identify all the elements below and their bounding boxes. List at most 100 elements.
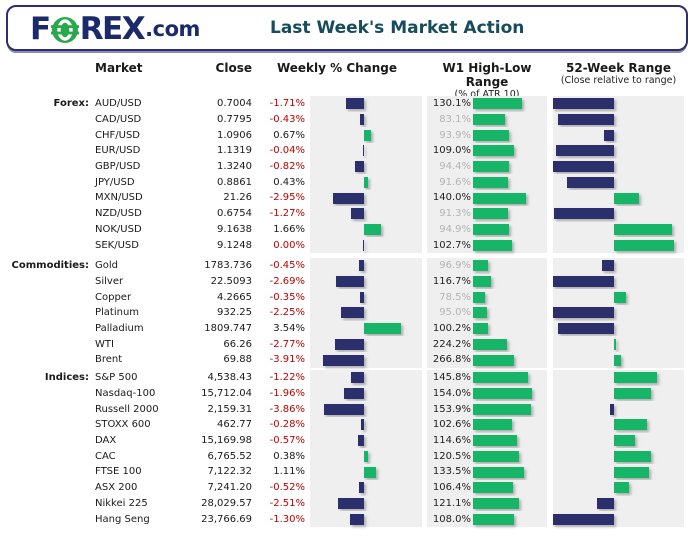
w1-range-value: 78.5%: [439, 291, 471, 303]
weekly-pct-value: -2.69%: [269, 276, 305, 288]
w1-range-panel: 94.4%: [427, 158, 547, 175]
w1-range-panel: 120.5%: [427, 448, 547, 465]
w1-range-panel: 95.0%: [427, 305, 547, 321]
weekly-change-bar: [364, 466, 376, 478]
w1-range-value: 114.6%: [432, 435, 471, 447]
close-value: 932.25: [217, 307, 252, 319]
close-value: 15,169.98: [201, 435, 252, 447]
market-name: NOK/USD: [95, 223, 142, 235]
weekly-change-bar: [335, 338, 364, 350]
w1-range-value: 102.7%: [432, 239, 471, 251]
w1-range-value: 120.5%: [432, 450, 471, 462]
close-value: 6,765.52: [207, 450, 252, 462]
w1-range-value: 266.8%: [432, 354, 471, 366]
market-name: GBP/USD: [95, 161, 141, 173]
weekly-change-bar-panel: [310, 289, 422, 306]
table-row: ASX 200 7,241.20 -0.52% 106.4%: [0, 479, 694, 496]
market-name: NZD/USD: [95, 208, 142, 220]
w1-range-value: 154.0%: [432, 388, 471, 400]
w1-range-panel: 266.8%: [427, 352, 547, 368]
market-name: SEK/USD: [95, 239, 139, 251]
w1-range-value: 116.7%: [432, 276, 471, 288]
market-name: JPY/USD: [95, 176, 135, 188]
weekly-change-bar-panel: [310, 273, 422, 290]
section-label: Commodities:: [11, 260, 89, 272]
table-row: CAD/USD 0.7795 -0.43% 83.1%: [0, 111, 694, 128]
market-name: WTI: [95, 338, 114, 350]
w1-range-bar: [473, 176, 508, 188]
weekly-change-bar: [364, 176, 369, 188]
w1-range-bar: [473, 129, 509, 141]
table-row: GBP/USD 1.3240 -0.82% 94.4%: [0, 158, 694, 175]
weekly-change-bar: [359, 114, 364, 126]
w1-range-value: 140.0%: [432, 192, 471, 204]
w1-range-bar: [473, 482, 514, 494]
w52-range-panel: [553, 432, 684, 449]
market-name: Nikkei 225: [95, 497, 148, 509]
w1-range-value: 94.4%: [439, 161, 471, 173]
w1-range-bar: [473, 354, 514, 366]
close-value: 462.77: [217, 419, 252, 431]
weekly-change-bar: [362, 239, 364, 251]
w1-range-panel: 116.7%: [427, 273, 547, 290]
close-value: 0.7004: [217, 98, 252, 110]
w1-range-value: 83.1%: [439, 114, 471, 126]
close-value: 9.1248: [217, 239, 252, 251]
weekly-change-bar: [364, 129, 371, 141]
market-name: AUD/USD: [95, 98, 142, 110]
close-value: 1783.736: [204, 260, 252, 272]
market-name: Nasdaq-100: [95, 388, 156, 400]
market-name: DAX: [95, 435, 117, 447]
close-value: 4,538.43: [207, 372, 252, 384]
w1-range-bar: [473, 513, 515, 525]
weekly-change-bar-panel: [310, 205, 422, 222]
w52-range-bar: [614, 450, 652, 462]
w52-range-panel: [553, 385, 684, 402]
w1-range-value: 91.3%: [439, 208, 471, 220]
weekly-pct-value: -1.22%: [269, 372, 305, 384]
market-name: Copper: [95, 291, 132, 303]
weekly-pct-value: -1.71%: [269, 98, 305, 110]
w52-range-panel: [553, 127, 684, 144]
w1-range-bar: [473, 419, 512, 431]
table-row: Forex: AUD/USD 0.7004 -1.71% 130.1%: [0, 96, 694, 112]
weekly-change-bar-panel: [310, 96, 422, 112]
table-row: CHF/USD 1.0906 0.67% 93.9%: [0, 127, 694, 144]
weekly-change-bar: [364, 223, 382, 235]
w1-range-value: 91.6%: [439, 176, 471, 188]
section-indices: Indices: S&P 500 4,538.43 -1.22% 145.8% …: [0, 370, 694, 527]
close-value: 1.3240: [217, 161, 252, 173]
weekly-change-bar: [362, 145, 364, 157]
market-name: Brent: [95, 354, 123, 366]
table-row: MXN/USD 21.26 -2.95% 140.0%: [0, 190, 694, 206]
w52-range-bar: [558, 323, 614, 335]
table-row: Nasdaq-100 15,712.04 -1.96% 154.0%: [0, 385, 694, 402]
close-value: 9.1638: [217, 223, 252, 235]
w52-range-panel: [553, 158, 684, 175]
w52-range-bar: [601, 260, 614, 272]
w1-range-bar: [473, 450, 519, 462]
weekly-change-bar-panel: [310, 464, 422, 480]
w52-range-panel: [553, 221, 684, 238]
w1-range-panel: 121.1%: [427, 495, 547, 512]
w1-range-panel: 153.9%: [427, 401, 547, 418]
w1-range-panel: 83.1%: [427, 111, 547, 128]
header-market: Market: [95, 61, 143, 75]
market-name: Platinum: [95, 307, 140, 319]
market-name: Palladium: [95, 323, 144, 335]
w52-range-panel: [553, 479, 684, 496]
weekly-change-bar-panel: [310, 352, 422, 368]
market-name: CAD/USD: [95, 114, 142, 126]
w1-range-bar: [473, 435, 517, 447]
w1-range-bar: [473, 497, 520, 509]
w1-range-panel: 93.9%: [427, 127, 547, 144]
w52-range-panel: [553, 495, 684, 512]
close-value: 2,159.31: [207, 403, 252, 415]
w52-range-bar: [614, 354, 622, 366]
header-close: Close: [215, 61, 252, 75]
weekly-pct-value: -2.95%: [269, 192, 305, 204]
w52-range-panel: [553, 205, 684, 222]
table-row: NOK/USD 9.1638 1.66% 94.9%: [0, 221, 694, 238]
w52-range-bar: [614, 435, 636, 447]
